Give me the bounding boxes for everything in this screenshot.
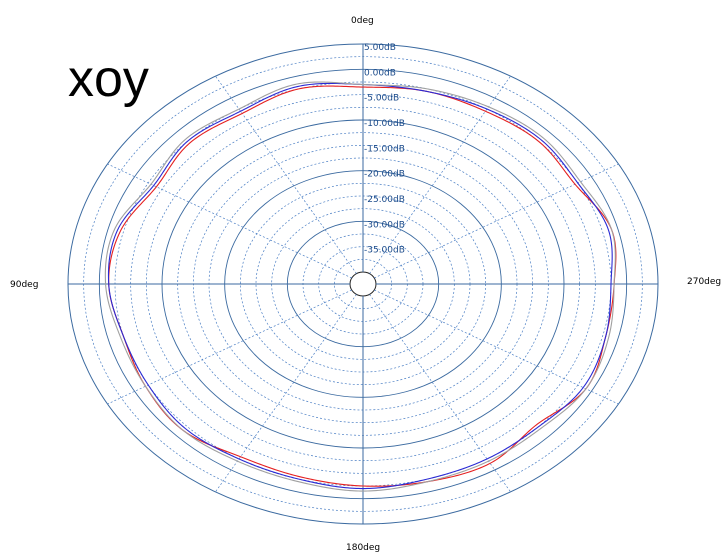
radial-tick-label: -30.00dB [364, 220, 405, 230]
center-ellipse [349, 271, 377, 297]
radial-tick-label: -5.00dB [364, 94, 399, 104]
radial-tick-label: 0.00dB [364, 68, 396, 78]
chart-title: xoy [68, 50, 149, 108]
radial-tick-label: -35.00dB [364, 246, 405, 256]
angle-label-top: 0deg [351, 16, 374, 26]
radial-tick-label: -15.00dB [364, 144, 405, 154]
grid-spoke [374, 289, 619, 405]
radial-tick-label: -20.00dB [364, 170, 405, 180]
radial-tick-label: -25.00dB [364, 195, 405, 205]
radial-tick-label: 5.00dB [364, 43, 396, 53]
series-line-1 [108, 85, 617, 487]
label-layer: xoy 0deg 90deg 270deg 180deg 5.00dB 0.00d… [10, 16, 721, 553]
grid-spoke [374, 163, 619, 279]
grid-spoke [215, 75, 357, 274]
series-layer [104, 81, 617, 492]
grid-spoke [107, 163, 352, 279]
grid-spoke [369, 75, 511, 274]
angle-label-right: 270deg [687, 277, 721, 287]
grid-layer [67, 43, 659, 525]
angle-label-left: 90deg [10, 280, 38, 290]
angle-label-bottom: 180deg [346, 543, 380, 553]
radial-tick-label: -10.00dB [364, 119, 405, 129]
series-line-2 [107, 82, 613, 490]
grid-spoke [369, 294, 511, 493]
series-line-3 [104, 81, 616, 492]
grid-spoke [215, 294, 357, 493]
